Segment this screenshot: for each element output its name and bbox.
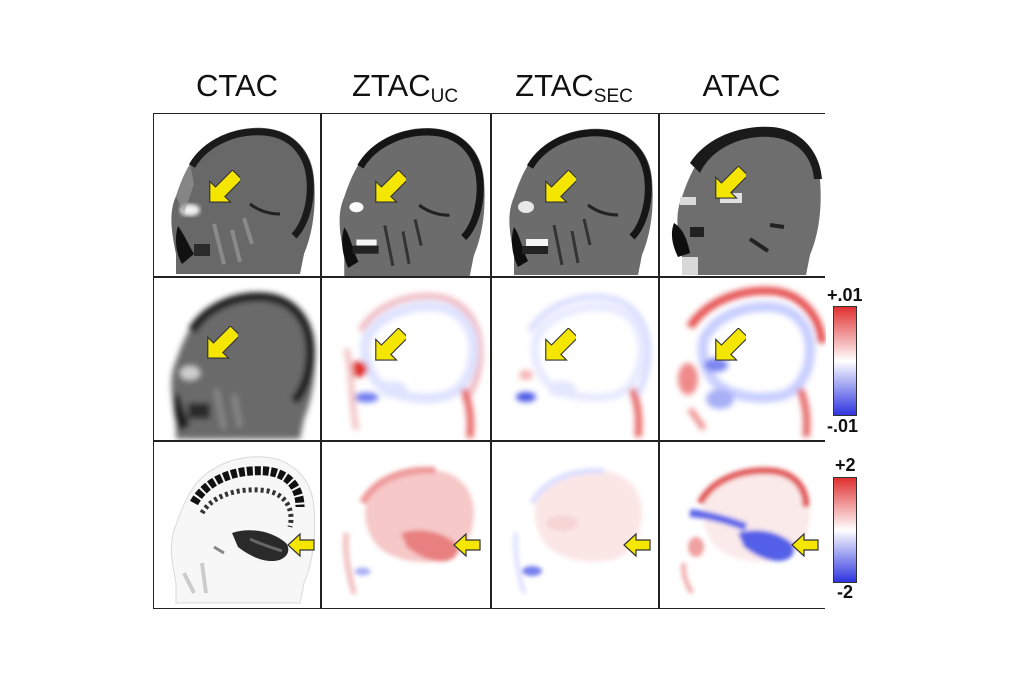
arrow-left-icon	[287, 532, 315, 558]
column-header-ztac-sec: ZTACSEC	[490, 62, 658, 110]
arrow-icon	[545, 328, 576, 361]
ztac-uc-pet-difference	[322, 442, 490, 608]
arrow-icon	[375, 328, 406, 361]
arrow-icon	[545, 170, 576, 203]
ztac-uc-attenuation-map	[322, 114, 490, 276]
arrow-icon	[715, 166, 746, 199]
arrow-left-icon	[791, 532, 819, 558]
atac-pet-difference	[660, 442, 826, 608]
arrow-left-icon	[623, 532, 651, 558]
colorbar-top-label: +.01	[827, 285, 863, 305]
column-header-ctac: CTAC	[154, 62, 320, 110]
ztac-sec-attenuation-map	[492, 114, 658, 276]
column-header-atac: ATAC	[658, 62, 825, 110]
ztac-sec-difference-map	[492, 278, 658, 440]
column-header-ztac-uc: ZTACUC	[320, 62, 490, 110]
arrow-icon	[207, 326, 238, 359]
column-header-text: ATAC	[702, 68, 781, 103]
atac-difference-map	[660, 278, 826, 440]
arrow-icon	[209, 170, 240, 203]
colorbar-bottom-label: -2	[837, 582, 854, 602]
ztac-uc-difference-map	[322, 278, 490, 440]
ztac-sec-pet-difference	[492, 442, 658, 608]
colorbar	[833, 306, 857, 416]
grid-divider	[154, 276, 824, 278]
grid-divider	[490, 114, 492, 608]
colorbar	[833, 477, 857, 583]
ctac-attenuation-map	[154, 114, 320, 276]
grid-divider	[658, 114, 660, 608]
arrow-icon	[375, 170, 406, 203]
colorbar-top-label: +2	[835, 455, 856, 475]
arrow-left-icon	[453, 532, 481, 558]
column-header-subscript: UC	[430, 86, 459, 107]
column-header-text: CTAC	[195, 68, 279, 103]
column-header-text: ZTAC	[515, 68, 594, 103]
ctac-pet-image	[154, 442, 320, 608]
column-header-subscript: SEC	[593, 86, 633, 107]
grid-divider	[154, 440, 824, 442]
atac-attenuation-map	[660, 114, 826, 276]
arrow-icon	[715, 328, 746, 361]
column-header-text: ZTAC	[351, 68, 431, 103]
image-grid	[153, 113, 826, 609]
ctac-blurred-map	[154, 278, 320, 440]
grid-divider	[320, 114, 322, 608]
colorbar-bottom-label: -.01	[827, 416, 859, 436]
